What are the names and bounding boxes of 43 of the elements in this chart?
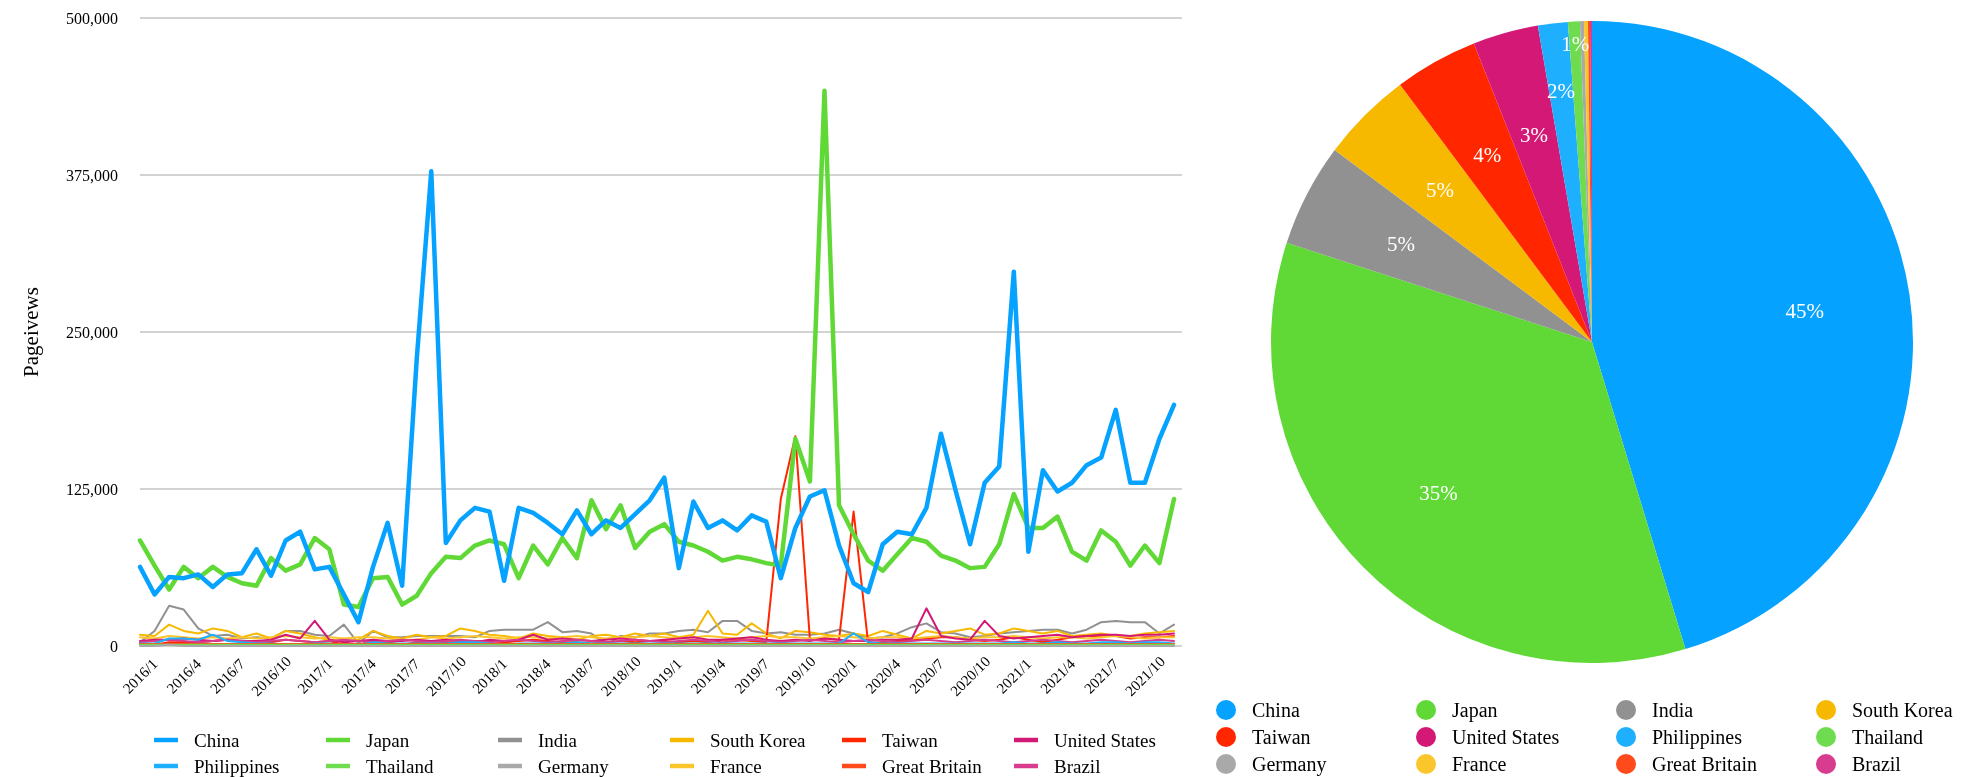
legend-label: India: [538, 729, 578, 751]
data-label: 45%: [1785, 298, 1824, 323]
y-tick-label: 375,000: [66, 166, 118, 184]
legend-label: Germany: [1252, 753, 1327, 776]
legend-label: Japan: [1452, 699, 1498, 722]
legend-label: Philippines: [1652, 726, 1743, 749]
pie-slice: [1592, 21, 1913, 650]
legend-label: Great Britain: [882, 755, 983, 777]
legend-label: China: [1252, 699, 1300, 721]
legend-label: France: [710, 755, 762, 777]
legend-label: China: [194, 729, 240, 751]
data-label: 35%: [1419, 480, 1458, 505]
legend-label: United States: [1452, 726, 1560, 748]
data-label: 3%: [1519, 123, 1548, 148]
y-tick-label: 125,000: [66, 480, 118, 498]
legend-label: Philippines: [194, 755, 280, 777]
legend-label: France: [1452, 753, 1507, 775]
y-tick-label: 250,000: [66, 323, 118, 341]
y-tick-label: 500,000: [66, 9, 118, 27]
line-series: [137, 168, 1177, 625]
legend-label: India: [1652, 699, 1694, 721]
legend-label: Brazil: [1852, 753, 1902, 775]
pie-slice: [1286, 150, 1592, 342]
line-series: [137, 88, 1177, 610]
legend-label: South Korea: [1852, 699, 1953, 721]
data-label: 5%: [1425, 178, 1454, 203]
legend-label: Great Britain: [1652, 753, 1757, 775]
data-label: 5%: [1386, 231, 1415, 256]
legend-label: Brazil: [1054, 755, 1101, 777]
legend-label: Thailand: [1852, 726, 1924, 748]
legend-label: Germany: [538, 755, 610, 777]
data-label: 4%: [1473, 142, 1502, 167]
legend-label: Japan: [366, 729, 410, 751]
legend-label: Taiwan: [1252, 726, 1311, 748]
legend-label: South Korea: [710, 729, 807, 751]
legend-label: Thailand: [366, 755, 435, 777]
line-series: [139, 632, 1175, 646]
pie-slice: [1334, 84, 1592, 342]
y-axis-title: Pageivews: [19, 287, 43, 377]
pie-slice: [1473, 25, 1592, 342]
legend-label: Taiwan: [882, 729, 939, 751]
y-tick-label: 0: [110, 637, 118, 655]
legend-label: United States: [1054, 729, 1156, 751]
